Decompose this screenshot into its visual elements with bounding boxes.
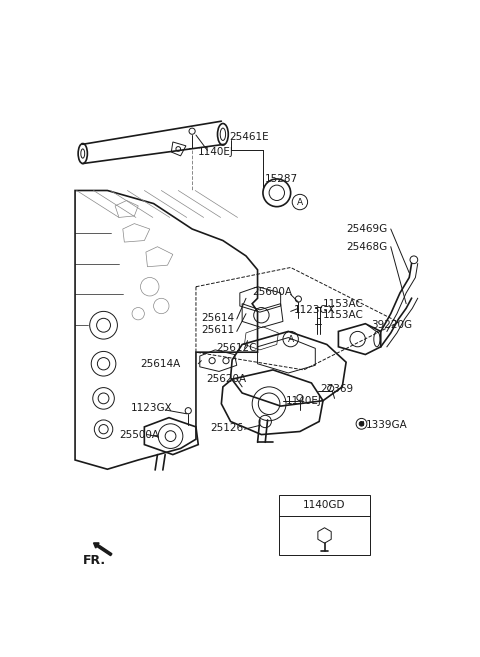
Text: 25126: 25126: [211, 422, 244, 433]
Text: 1140EJ: 1140EJ: [198, 147, 234, 157]
Text: 25600A: 25600A: [252, 287, 292, 297]
Text: 25612C: 25612C: [217, 344, 257, 353]
Text: 25614A: 25614A: [141, 359, 181, 369]
Text: 25469G: 25469G: [346, 224, 387, 234]
Text: A: A: [297, 198, 303, 206]
Text: 25468G: 25468G: [346, 242, 387, 252]
Text: A: A: [288, 334, 294, 344]
Text: 1140EJ: 1140EJ: [286, 396, 322, 406]
FancyArrow shape: [94, 543, 112, 556]
Text: 25500A: 25500A: [120, 430, 160, 440]
Text: 25620A: 25620A: [206, 374, 246, 384]
Text: 1140GD: 1140GD: [303, 501, 346, 510]
Text: 1123GX: 1123GX: [294, 305, 336, 315]
Text: FR.: FR.: [83, 554, 106, 566]
Text: 1153AC: 1153AC: [323, 300, 364, 309]
Text: 27369: 27369: [320, 384, 353, 394]
Text: 25614: 25614: [201, 313, 234, 323]
Text: 1339GA: 1339GA: [366, 420, 408, 430]
Text: 15287: 15287: [264, 174, 298, 184]
Text: 39220G: 39220G: [371, 320, 412, 330]
Bar: [279, 495, 370, 555]
Text: 25611: 25611: [201, 325, 234, 335]
Text: 1123GX: 1123GX: [131, 403, 172, 413]
Circle shape: [359, 422, 364, 426]
Text: 1153AC: 1153AC: [323, 310, 364, 320]
Text: 25461E: 25461E: [229, 131, 269, 142]
